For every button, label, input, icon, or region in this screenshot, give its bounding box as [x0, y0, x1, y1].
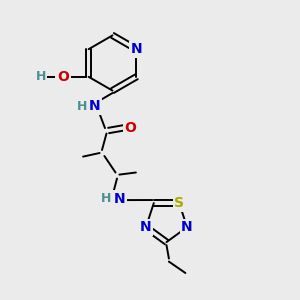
Text: N: N [181, 220, 193, 234]
Text: N: N [89, 100, 100, 113]
Text: O: O [124, 121, 136, 134]
Text: N: N [113, 192, 125, 206]
Text: S: S [174, 196, 184, 210]
Text: N: N [140, 220, 152, 234]
Text: H: H [101, 192, 111, 205]
Text: H: H [76, 100, 87, 113]
Text: N: N [130, 42, 142, 56]
Text: O: O [57, 70, 69, 84]
Text: H: H [35, 70, 46, 83]
